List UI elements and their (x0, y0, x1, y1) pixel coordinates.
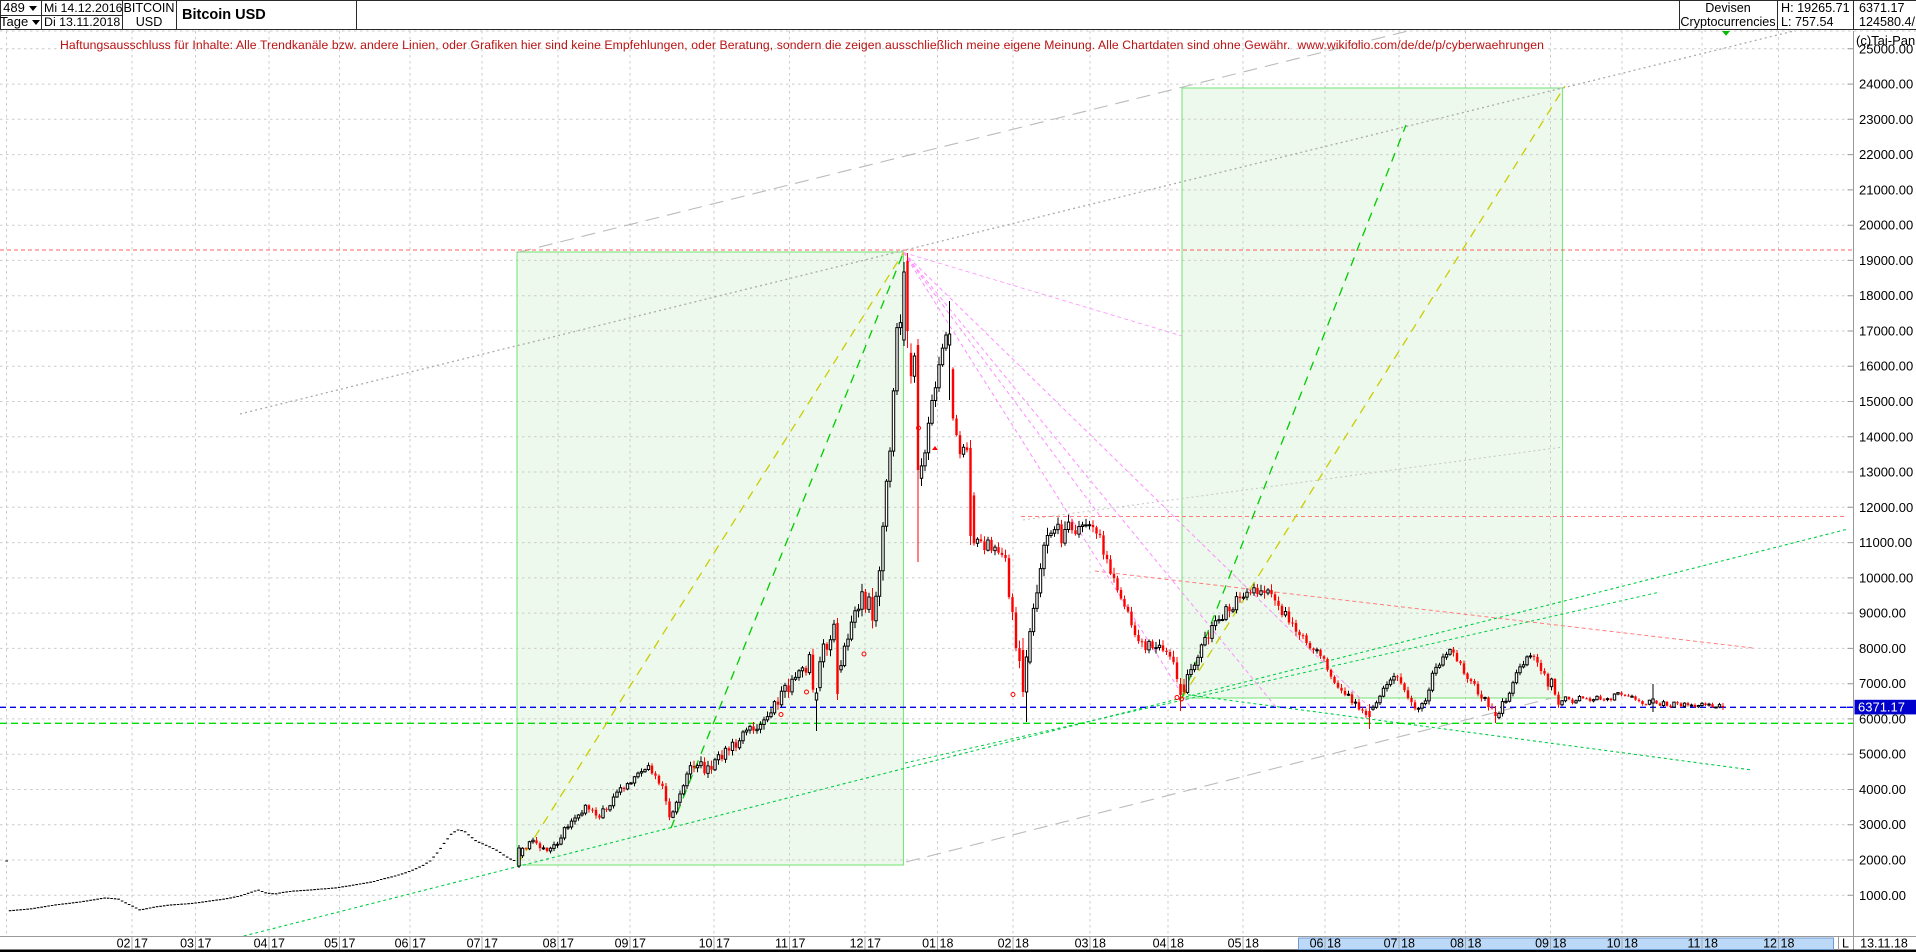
svg-text:L: L (1842, 937, 1849, 951)
svg-text:18: 18 (1170, 937, 1184, 951)
svg-text:08: 08 (1450, 937, 1464, 951)
svg-text:25000.00: 25000.00 (1859, 41, 1913, 56)
svg-text:06: 06 (1310, 937, 1324, 951)
svg-text:21000.00: 21000.00 (1859, 182, 1913, 197)
svg-text:10: 10 (699, 937, 713, 951)
svg-text:10: 10 (1607, 937, 1621, 951)
svg-text:18: 18 (940, 937, 954, 951)
svg-text:17: 17 (716, 937, 730, 951)
svg-text:8000.00: 8000.00 (1859, 641, 1906, 656)
svg-text:04: 04 (1153, 937, 1167, 951)
svg-text:18: 18 (1245, 937, 1259, 951)
svg-text:14000.00: 14000.00 (1859, 429, 1913, 444)
svg-text:19000.00: 19000.00 (1859, 253, 1913, 268)
svg-text:17: 17 (867, 937, 881, 951)
svg-text:24000.00: 24000.00 (1859, 77, 1913, 92)
svg-text:02: 02 (998, 937, 1012, 951)
svg-text:01: 01 (922, 937, 936, 951)
svg-text:18: 18 (1092, 937, 1106, 951)
svg-text:15000.00: 15000.00 (1859, 394, 1913, 409)
svg-text:16000.00: 16000.00 (1859, 359, 1913, 374)
svg-text:11: 11 (1688, 937, 1701, 951)
svg-text:04: 04 (254, 937, 268, 951)
svg-text:17: 17 (632, 937, 646, 951)
svg-text:3000.00: 3000.00 (1859, 817, 1906, 832)
svg-text:17: 17 (412, 937, 426, 951)
svg-text:18: 18 (1468, 937, 1482, 951)
svg-text:17: 17 (134, 937, 148, 951)
svg-text:5000.00: 5000.00 (1859, 747, 1906, 762)
svg-text:(c)Tai-Pan: (c)Tai-Pan (1856, 33, 1915, 48)
svg-text:23000.00: 23000.00 (1859, 112, 1913, 127)
svg-text:6000.00: 6000.00 (1859, 711, 1906, 726)
svg-text:17: 17 (792, 937, 806, 951)
svg-text:18: 18 (1015, 937, 1029, 951)
svg-text:17: 17 (342, 937, 356, 951)
svg-text:02: 02 (117, 937, 131, 951)
svg-text:18: 18 (1781, 937, 1795, 951)
svg-text:07: 07 (1384, 937, 1398, 951)
svg-text:17000.00: 17000.00 (1859, 324, 1913, 339)
svg-text:12: 12 (850, 937, 864, 951)
svg-text:06: 06 (395, 937, 409, 951)
svg-text:18: 18 (1401, 937, 1415, 951)
svg-text:9000.00: 9000.00 (1859, 606, 1906, 621)
svg-text:4000.00: 4000.00 (1859, 782, 1906, 797)
svg-text:05: 05 (324, 937, 338, 951)
svg-text:13.11.18: 13.11.18 (1860, 937, 1908, 951)
svg-text:03: 03 (1075, 937, 1089, 951)
svg-text:13000.00: 13000.00 (1859, 465, 1913, 480)
svg-text:12: 12 (1763, 937, 1777, 951)
svg-text:11: 11 (775, 937, 788, 951)
svg-text:7000.00: 7000.00 (1859, 676, 1906, 691)
svg-text:1000.00: 1000.00 (1859, 888, 1906, 903)
svg-text:20000.00: 20000.00 (1859, 218, 1913, 233)
svg-text:17: 17 (560, 937, 574, 951)
svg-text:05: 05 (1228, 937, 1242, 951)
svg-text:18: 18 (1704, 937, 1718, 951)
svg-text:18: 18 (1327, 937, 1341, 951)
svg-text:10000.00: 10000.00 (1859, 570, 1913, 585)
svg-text:12000.00: 12000.00 (1859, 500, 1913, 515)
svg-text:11000.00: 11000.00 (1859, 535, 1912, 550)
svg-text:2000.00: 2000.00 (1859, 853, 1906, 868)
svg-text:18000.00: 18000.00 (1859, 288, 1913, 303)
svg-text:03: 03 (180, 937, 194, 951)
svg-text:08: 08 (543, 937, 557, 951)
svg-text:17: 17 (484, 937, 498, 951)
svg-text:18: 18 (1624, 937, 1638, 951)
svg-text:17: 17 (198, 937, 212, 951)
svg-text:07: 07 (467, 937, 481, 951)
svg-text:09: 09 (1535, 937, 1549, 951)
svg-text:22000.00: 22000.00 (1859, 147, 1913, 162)
svg-text:6371.17: 6371.17 (1858, 700, 1905, 715)
svg-text:09: 09 (615, 937, 629, 951)
svg-text:17: 17 (271, 937, 285, 951)
svg-text:18: 18 (1553, 937, 1567, 951)
